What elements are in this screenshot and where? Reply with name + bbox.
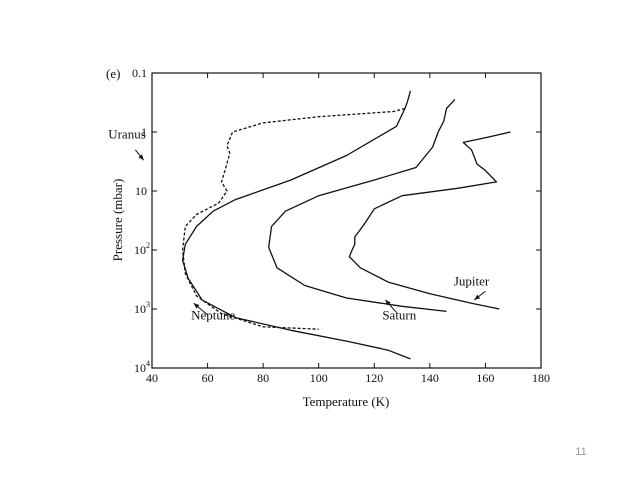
x-tick-label: 140 [421, 371, 439, 385]
series-line-jupiter [348, 131, 511, 310]
arrowhead-jupiter [474, 294, 481, 300]
arrowhead-saturn [385, 299, 391, 306]
y-tick-base: 10 [134, 302, 146, 316]
series-label-neptune: Neptune [191, 307, 235, 322]
series-label-uranus: Uranus [108, 127, 146, 142]
slide-number: 11 [575, 446, 587, 458]
y-axis-label: Pressure (mbar) [110, 179, 125, 262]
x-tick-label: 60 [202, 371, 214, 385]
y-tick-base: 0.1 [132, 66, 147, 80]
series-label-saturn: Saturn [382, 307, 416, 322]
y-tick-label: 104 [134, 359, 150, 375]
series-line-saturn [268, 98, 456, 313]
y-tick-base: 10 [135, 184, 147, 198]
series-label-jupiter: Jupiter [454, 274, 490, 289]
series-line-neptune [181, 90, 412, 360]
x-axis-label: Temperature (K) [303, 394, 390, 409]
arrowhead-uranus [138, 154, 144, 161]
x-tick-label: 80 [257, 371, 269, 385]
y-tick-base: 1 [141, 125, 147, 139]
y-tick-exponent: 4 [146, 359, 150, 368]
y-tick-base: 10 [134, 243, 146, 257]
series-layer [181, 90, 511, 360]
arrowhead-neptune [193, 303, 200, 309]
y-tick-label: 10 [135, 184, 147, 198]
y-tick-label: 102 [134, 241, 150, 257]
y-tick-exponent: 3 [146, 300, 150, 309]
panel-label: (e) [106, 66, 120, 81]
x-tick-label: 120 [365, 371, 383, 385]
x-tick-label: 40 [146, 371, 158, 385]
y-tick-exponent: 2 [146, 241, 150, 250]
y-tick-label: 0.1 [132, 66, 147, 80]
plot-frame [151, 72, 542, 369]
x-tick-label: 160 [476, 371, 494, 385]
series-labels: Uranus Neptune Saturn Jupiter [108, 127, 490, 323]
series-line-uranus [181, 107, 406, 330]
x-tick-label: 100 [310, 371, 328, 385]
x-tick-label: 180 [532, 371, 550, 385]
y-tick-base: 10 [134, 361, 146, 375]
y-tick-label: 1 [141, 125, 147, 139]
y-tick-label: 103 [134, 300, 150, 316]
